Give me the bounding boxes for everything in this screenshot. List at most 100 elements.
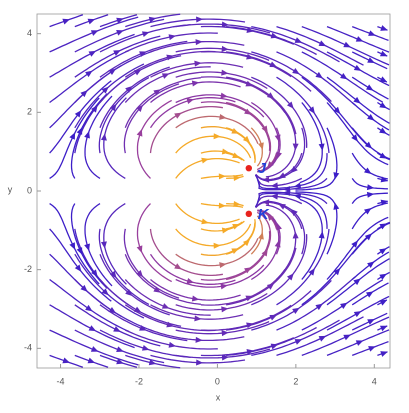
arrowhead bbox=[318, 231, 325, 239]
arrowhead bbox=[76, 247, 83, 255]
arrowhead bbox=[90, 30, 99, 36]
arrowhead bbox=[353, 278, 361, 286]
arrowhead bbox=[125, 289, 133, 296]
streamline bbox=[123, 83, 180, 154]
arrowhead bbox=[141, 31, 150, 38]
arrowhead bbox=[85, 304, 93, 312]
arrowhead bbox=[380, 25, 388, 31]
arrowhead bbox=[194, 60, 202, 67]
point-label: J bbox=[258, 160, 267, 177]
arrowhead bbox=[221, 354, 229, 361]
arrowhead bbox=[136, 245, 143, 253]
streamline bbox=[149, 97, 236, 129]
arrowhead bbox=[353, 96, 361, 104]
arrowhead bbox=[270, 193, 278, 200]
arrowhead bbox=[242, 239, 251, 247]
x-tick-label: 2 bbox=[293, 376, 298, 386]
arrowhead bbox=[340, 302, 348, 309]
arrowhead bbox=[174, 112, 182, 119]
arrowhead bbox=[219, 113, 227, 120]
arrowhead bbox=[87, 18, 96, 25]
arrowhead bbox=[221, 21, 229, 28]
arrowhead bbox=[379, 152, 387, 159]
arrowhead bbox=[161, 73, 170, 79]
arrowhead bbox=[85, 70, 93, 78]
arrowhead bbox=[220, 92, 228, 99]
arrowhead bbox=[116, 17, 124, 24]
arrowhead bbox=[351, 134, 358, 142]
arrowhead bbox=[379, 299, 388, 306]
arrowhead bbox=[109, 270, 117, 279]
arrowhead bbox=[366, 191, 375, 198]
arrowhead bbox=[343, 41, 351, 48]
arrowhead bbox=[201, 218, 209, 225]
arrowhead bbox=[333, 267, 341, 276]
streamline bbox=[74, 18, 165, 53]
arrowhead bbox=[379, 127, 387, 134]
arrowhead bbox=[355, 340, 364, 346]
arrowhead bbox=[213, 133, 221, 140]
arrowhead bbox=[294, 339, 303, 345]
streamline bbox=[200, 222, 256, 256]
arrowhead bbox=[308, 106, 315, 114]
arrowhead bbox=[148, 16, 157, 23]
arrowhead bbox=[379, 325, 388, 332]
streamline bbox=[103, 97, 127, 179]
arrowhead bbox=[139, 51, 147, 57]
arrowhead bbox=[315, 71, 323, 79]
arrowhead bbox=[87, 357, 96, 364]
arrowhead bbox=[221, 69, 229, 76]
arrowhead bbox=[261, 125, 268, 134]
arrowhead bbox=[258, 232, 264, 240]
streamline bbox=[226, 25, 317, 56]
x-tick-label: -4 bbox=[57, 376, 65, 386]
arrowhead bbox=[116, 346, 124, 352]
arrowhead bbox=[379, 223, 387, 230]
streamline bbox=[226, 326, 317, 357]
arrowhead bbox=[293, 193, 302, 200]
arrowhead bbox=[343, 334, 351, 341]
arrowhead bbox=[168, 34, 177, 41]
arrowhead bbox=[266, 283, 275, 290]
arrowhead bbox=[270, 32, 279, 39]
arrowhead bbox=[113, 50, 121, 56]
arrowhead bbox=[113, 326, 121, 332]
streamline bbox=[175, 135, 252, 159]
streamline bbox=[276, 316, 364, 357]
arrowhead bbox=[232, 223, 240, 230]
arrowhead bbox=[318, 143, 325, 151]
arrowhead bbox=[90, 346, 99, 352]
arrowhead bbox=[315, 303, 323, 311]
arrowhead bbox=[125, 86, 133, 93]
arrowhead bbox=[219, 262, 227, 269]
arrowhead bbox=[218, 173, 226, 180]
streamline bbox=[49, 80, 112, 154]
arrowhead bbox=[266, 213, 274, 221]
streamline bbox=[299, 102, 323, 184]
arrowhead bbox=[233, 175, 241, 182]
point bbox=[245, 164, 252, 172]
arrowhead bbox=[368, 30, 376, 36]
point bbox=[245, 210, 252, 218]
arrowhead bbox=[292, 231, 299, 239]
x-axis-label: x bbox=[216, 392, 221, 402]
arrowhead bbox=[294, 37, 303, 43]
arrowhead bbox=[116, 30, 124, 36]
arrowhead bbox=[333, 202, 340, 210]
arrowhead bbox=[290, 208, 298, 216]
arrowhead bbox=[333, 106, 341, 115]
arrowhead bbox=[148, 359, 157, 366]
arrowhead bbox=[186, 277, 195, 284]
arrowhead bbox=[286, 273, 294, 281]
arrowhead bbox=[269, 314, 278, 321]
y-tick-label: -4 bbox=[24, 343, 32, 353]
arrowhead bbox=[74, 264, 82, 272]
x-tick-label: 0 bbox=[215, 376, 220, 386]
arrowhead bbox=[380, 199, 389, 206]
arrowhead bbox=[153, 286, 161, 293]
streamline bbox=[99, 329, 191, 359]
arrowhead bbox=[101, 86, 109, 94]
arrowhead bbox=[221, 45, 229, 52]
arrowhead bbox=[194, 315, 202, 322]
streamline bbox=[149, 105, 223, 154]
